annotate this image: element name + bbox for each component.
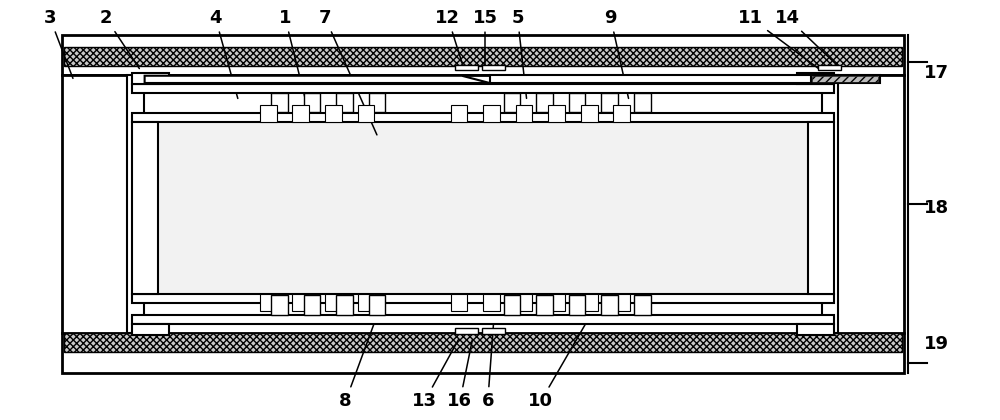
Bar	[548, 294, 565, 311]
Text: 10: 10	[528, 315, 591, 410]
Bar	[581, 105, 598, 122]
Text: 11: 11	[738, 8, 819, 69]
Bar	[483, 294, 500, 311]
Bar	[822, 75, 838, 333]
Bar	[516, 294, 532, 311]
Bar	[601, 296, 618, 315]
Bar	[271, 93, 288, 113]
Bar	[812, 76, 878, 82]
Bar	[569, 93, 585, 113]
Text: 3: 3	[44, 8, 73, 79]
Bar	[132, 315, 834, 324]
Bar	[304, 93, 320, 113]
Text: 2: 2	[99, 8, 139, 68]
Polygon shape	[145, 76, 490, 83]
Text: 8: 8	[339, 315, 377, 410]
Bar	[504, 93, 520, 113]
Text: 6: 6	[482, 315, 494, 410]
Bar	[158, 122, 808, 294]
Bar	[132, 294, 834, 303]
Bar	[358, 294, 374, 311]
Bar	[260, 105, 277, 122]
Bar	[818, 65, 841, 71]
Text: 9: 9	[604, 8, 629, 98]
Bar	[516, 105, 532, 122]
Bar	[132, 324, 169, 335]
Bar	[292, 105, 309, 122]
Bar	[536, 296, 553, 315]
Bar	[455, 328, 478, 334]
Bar	[64, 333, 902, 352]
Bar	[613, 294, 630, 311]
Text: 17: 17	[924, 64, 949, 82]
Bar	[634, 93, 651, 113]
Bar	[797, 324, 834, 335]
Bar	[62, 333, 904, 373]
Text: 4: 4	[209, 8, 238, 98]
Bar	[292, 294, 309, 311]
Bar	[132, 73, 169, 84]
Bar	[64, 47, 902, 66]
Bar	[601, 93, 618, 113]
Bar	[132, 113, 834, 122]
Text: 14: 14	[775, 8, 841, 69]
Bar	[613, 105, 630, 122]
Bar	[336, 296, 353, 315]
Text: 5: 5	[511, 8, 527, 98]
Bar	[451, 294, 467, 311]
Bar	[569, 296, 585, 315]
Bar	[304, 296, 320, 315]
Bar	[810, 75, 880, 83]
Text: 1: 1	[279, 8, 308, 108]
Bar	[132, 122, 158, 294]
Bar	[482, 328, 505, 334]
Bar	[260, 294, 277, 311]
Text: 18: 18	[924, 199, 949, 217]
Bar	[369, 296, 385, 315]
Bar	[325, 105, 342, 122]
Text: 12: 12	[435, 8, 464, 68]
Text: 13: 13	[412, 339, 459, 410]
Bar	[132, 84, 834, 93]
Bar	[797, 73, 834, 84]
Bar	[490, 75, 822, 83]
Bar	[455, 65, 478, 71]
Bar	[369, 93, 385, 113]
Bar	[62, 34, 904, 75]
Bar	[451, 105, 467, 122]
Bar	[808, 122, 834, 294]
Bar	[581, 294, 598, 311]
Text: 16: 16	[447, 340, 472, 410]
Bar	[271, 296, 288, 315]
Bar	[358, 105, 374, 122]
Bar	[504, 296, 520, 315]
Bar	[548, 105, 565, 122]
Bar	[482, 65, 505, 71]
Bar	[62, 75, 904, 333]
Text: 15: 15	[473, 8, 498, 68]
Bar	[336, 93, 353, 113]
Bar	[127, 75, 144, 333]
Bar	[536, 93, 553, 113]
Bar	[325, 294, 342, 311]
Text: 7: 7	[319, 8, 377, 135]
Text: 19: 19	[924, 335, 949, 353]
Bar	[634, 296, 651, 315]
Bar	[483, 105, 500, 122]
